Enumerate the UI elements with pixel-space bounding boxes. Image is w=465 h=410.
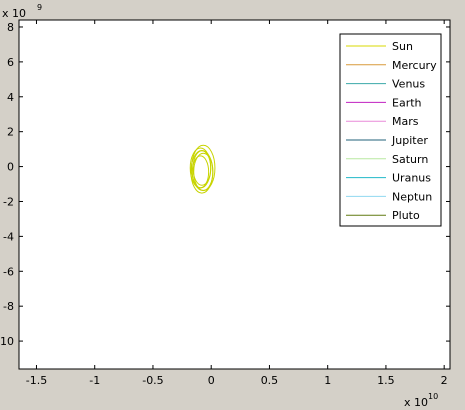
x-tick-label: 0.5 [261, 374, 279, 387]
y-axis: 8 6 4 2 0 -2 -4 -6 -8 -10 [0, 21, 450, 348]
x-axis: -1.5 -1 -0.5 0 0.5 1 1.5 2 [26, 20, 448, 387]
legend-entry-sun[interactable]: Sun [346, 40, 413, 53]
legend-label: Earth [392, 96, 422, 109]
legend-entry-neptun[interactable]: Neptun [346, 190, 432, 203]
orbit-loop [190, 149, 214, 194]
legend-entry-saturn[interactable]: Saturn [346, 153, 428, 166]
x-tick-label: -0.5 [142, 374, 163, 387]
orbit-loop [191, 144, 216, 192]
legend-entry-pluto[interactable]: Pluto [346, 209, 420, 222]
orbit-loop [189, 147, 212, 189]
y-tick-label: -4 [3, 230, 14, 243]
legend-label: Saturn [392, 153, 428, 166]
x-tick-label: 0 [208, 374, 215, 387]
x-tick-label: 1.5 [377, 374, 395, 387]
x-tick-label: -1 [89, 374, 100, 387]
legend-label: Uranus [392, 172, 431, 185]
y-tick-label: -10 [0, 335, 14, 348]
legend-entry-mars[interactable]: Mars [346, 115, 419, 128]
y-tick-label: -6 [3, 265, 14, 278]
y-tick-label: -8 [3, 300, 14, 313]
y-tick-label: 0 [7, 161, 14, 174]
orbit-lines [189, 144, 216, 194]
x-exponent-power: 10 [428, 392, 438, 401]
x-tick-label: -1.5 [26, 374, 47, 387]
legend-label: Venus [392, 78, 425, 91]
legend-label: Pluto [392, 209, 420, 222]
y-exponent-base: x 10 [2, 7, 26, 20]
legend-entry-uranus[interactable]: Uranus [346, 172, 431, 185]
x-tick-label: 1 [324, 374, 331, 387]
x-exponent-base: x 10 [404, 396, 428, 409]
y-exponent-label: x 10 9 [2, 3, 42, 20]
legend-entry-venus[interactable]: Venus [346, 78, 425, 91]
legend-items: Sun Mercury Venus Earth Mars Jupiter Saturn Ura… [346, 40, 437, 222]
legend-box [339, 33, 442, 227]
legend-label: Neptun [392, 190, 432, 203]
legend-label: Jupiter [391, 134, 428, 147]
x-exponent-label: x 10 10 [404, 392, 438, 409]
legend[interactable]: Sun Mercury Venus Earth Mars Jupiter Saturn Ura… [339, 33, 442, 227]
legend-entry-mercury[interactable]: Mercury [346, 59, 437, 72]
y-tick-label: 8 [7, 21, 14, 34]
y-tick-label: 2 [7, 126, 14, 139]
legend-label: Sun [392, 40, 413, 53]
x-tick-label: 2 [441, 374, 448, 387]
y-exponent-power: 9 [37, 3, 42, 12]
y-tick-label: 6 [7, 56, 14, 69]
y-tick-label: -2 [3, 195, 14, 208]
legend-entry-earth[interactable]: Earth [346, 96, 422, 109]
y-tick-label: 4 [7, 91, 14, 104]
legend-label: Mercury [392, 59, 437, 72]
legend-entry-jupiter[interactable]: Jupiter [346, 134, 428, 147]
legend-label: Mars [392, 115, 419, 128]
